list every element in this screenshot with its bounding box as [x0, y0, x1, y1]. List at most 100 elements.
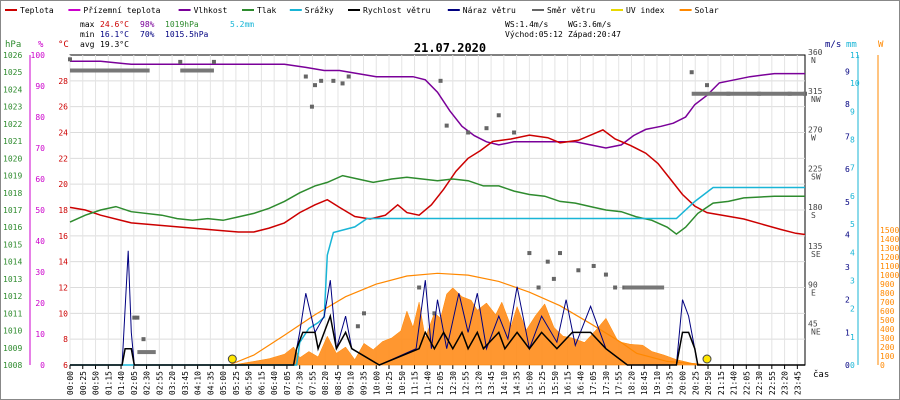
wind-dir-bar [180, 68, 214, 73]
wind-dir-point [603, 272, 608, 277]
x-tick-label: 05:50 [245, 371, 254, 395]
stat-min-temp: 16.1°C [100, 30, 129, 39]
ms-tick-label: 6 [845, 165, 850, 174]
legend-label: Tlak [257, 6, 276, 15]
w-tick-label: 1400 [880, 235, 899, 244]
sun-marker [702, 354, 712, 364]
wind-dir-bar [70, 68, 150, 73]
hpa-tick-label: 1011 [3, 309, 22, 318]
x-tick-label: 08:45 [334, 371, 343, 395]
pct-tick-label: 60 [35, 175, 45, 184]
dir-tick-symbol: SW [811, 172, 821, 181]
hpa-tick-label: 1018 [3, 189, 22, 198]
wind-dir-bar [137, 350, 156, 355]
wind-dir-point [689, 70, 694, 75]
x-tick-label: 12:30 [449, 371, 458, 395]
temp-tick-label: 28 [58, 77, 68, 86]
mm-unit-label: mm [846, 40, 857, 50]
temp-tick-label: 10 [58, 309, 68, 318]
temp-tick-label: 12 [58, 284, 68, 293]
hpa-tick-label: 1015 [3, 240, 22, 249]
x-tick-label: 23:20 [781, 371, 790, 395]
hpa-tick-label: 1012 [3, 292, 22, 301]
x-tick-label: 09:10 [347, 371, 356, 395]
wind-speed-line [70, 313, 805, 366]
wind-dir-point [303, 74, 308, 79]
w-unit-label: W [878, 40, 884, 50]
temp-tick-label: 14 [58, 258, 68, 267]
x-tick-label: 06:40 [270, 371, 279, 395]
wind-dir-point [438, 78, 443, 83]
x-tick-label: 14:35 [513, 371, 522, 395]
wind-dir-point [355, 324, 360, 329]
ms-tick-label: 7 [845, 133, 850, 142]
hpa-tick-label: 1022 [3, 120, 22, 129]
mm-tick-label: 7 [850, 164, 855, 173]
pct-tick-label: 90 [35, 82, 45, 91]
ms-tick-label: 4 [845, 230, 850, 239]
dir-tick-value: 90 [808, 281, 818, 290]
x-tick-label: 19:10 [653, 371, 662, 395]
wind-dir-point [309, 104, 314, 109]
w-tick-label: 1100 [880, 262, 899, 271]
pct-tick-label: 100 [31, 51, 46, 60]
temp-tick-label: 22 [58, 154, 68, 163]
x-tick-label: 12:55 [462, 371, 471, 395]
x-tick-label: 10:50 [398, 371, 407, 395]
ms-tick-label: 5 [845, 198, 850, 207]
hpa-tick-label: 1021 [3, 137, 22, 146]
stat-avg-temp: 19.3°C [100, 40, 129, 49]
mm-tick-label: 6 [850, 192, 855, 201]
x-tick-label: 20:25 [691, 371, 700, 395]
x-tick-label: 11:40 [423, 371, 432, 395]
temperature-line [69, 129, 806, 236]
pressure-line [69, 174, 805, 236]
dir-tick-symbol: NE [811, 327, 821, 336]
x-tick-label: 10:25 [385, 371, 394, 395]
x-tick-label: 09:35 [359, 371, 368, 395]
x-tick-label: 08:20 [321, 371, 330, 395]
pct-tick-label: 40 [35, 237, 45, 246]
x-tick-label: 15:50 [551, 371, 560, 395]
hpa-tick-label: 1020 [3, 154, 22, 163]
w-tick-label: 1300 [880, 244, 899, 253]
temp-unit-label: °C [58, 40, 69, 50]
x-tick-label: 02:05 [130, 371, 139, 395]
ms-unit-label: m/s [825, 40, 841, 50]
mm-tick-label: 8 [850, 136, 855, 145]
x-tick-label: 21:40 [730, 371, 739, 395]
stat-max-rain: 5.2mm [230, 20, 254, 29]
pct-tick-label: 10 [35, 330, 45, 339]
stat-sunset: Západ:20:47 [568, 30, 621, 39]
dir-tick-value: 360 [808, 48, 823, 57]
temp-tick-label: 20 [58, 180, 68, 189]
w-tick-label: 100 [880, 352, 895, 361]
legend-label: Teplota [20, 6, 54, 15]
x-tick-label: 14:10 [500, 371, 509, 395]
x-tick-label: 16:40 [576, 371, 585, 395]
w-tick-label: 0 [880, 361, 885, 370]
x-tick-label: 18:20 [627, 371, 636, 395]
stat-sunrise: Východ:05:12 [505, 30, 563, 39]
x-tick-label: 22:55 [768, 371, 777, 395]
wind-dir-point [211, 59, 216, 64]
wind-dir-point [331, 78, 336, 83]
w-tick-label: 400 [880, 325, 895, 334]
x-tick-label: 19:35 [666, 371, 675, 395]
x-tick-label: 01:15 [104, 371, 113, 395]
stat-max-label: max [80, 20, 95, 29]
temp-tick-label: 26 [58, 103, 68, 112]
wind-dir-point [346, 74, 351, 79]
hpa-tick-label: 1019 [3, 172, 22, 181]
wind-dir-bar [624, 285, 665, 290]
wind-dir-point [444, 123, 449, 128]
hpa-tick-label: 1025 [3, 68, 22, 77]
dir-tick-symbol: N [811, 56, 816, 65]
mm-tick-label: 11 [850, 51, 860, 60]
ms-tick-label: 1 [845, 328, 850, 337]
w-tick-label: 1500 [880, 226, 899, 235]
rain-line [70, 186, 805, 366]
x-tick-label: 02:30 [143, 371, 152, 395]
wind-dir-point [512, 130, 517, 135]
dir-tick-symbol: E [811, 289, 816, 298]
